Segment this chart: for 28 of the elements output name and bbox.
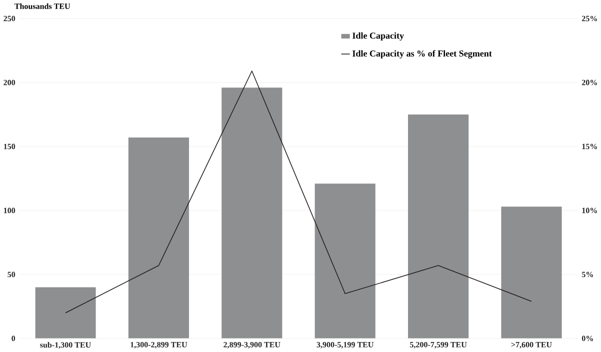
y-axis-title: Thousands TEU <box>14 3 70 9</box>
x-tick-label: 3,900-5,199 TEU <box>316 342 374 348</box>
y2-tick-label: 20% <box>582 80 597 86</box>
legend-label: Idle Capacity as % of Fleet Segment <box>352 50 492 58</box>
y-tick-label: 150 <box>4 144 16 150</box>
y-tick-label: 50 <box>8 272 16 278</box>
bar <box>222 88 282 338</box>
x-tick-label: >7,600 TEU <box>511 342 552 348</box>
y-tick-label: 100 <box>4 208 16 214</box>
bar <box>128 137 189 338</box>
legend-label: Idle Capacity <box>352 32 404 40</box>
line-series <box>65 70 532 314</box>
y2-tick-label: 25% <box>582 16 597 22</box>
y2-tick-label: 15% <box>582 144 597 150</box>
y-tick-label: 0 <box>12 336 16 342</box>
bar <box>408 114 469 338</box>
bar <box>314 184 376 338</box>
y-tick-label: 250 <box>4 16 16 22</box>
x-tick-label: 5,200-7,599 TEU <box>410 342 467 348</box>
y2-tick-label: 0% <box>582 336 593 342</box>
y2-tick-label: 5% <box>582 272 593 278</box>
bar <box>501 206 562 338</box>
x-tick-label: 2,899-3,900 TEU <box>224 342 280 348</box>
y2-tick-label: 10% <box>582 208 597 214</box>
x-tick-label: 1,300-2,899 TEU <box>130 342 188 348</box>
x-tick-label: sub-1,300 TEU <box>40 342 91 349</box>
bar <box>35 287 96 338</box>
y-tick-label: 200 <box>4 80 16 86</box>
